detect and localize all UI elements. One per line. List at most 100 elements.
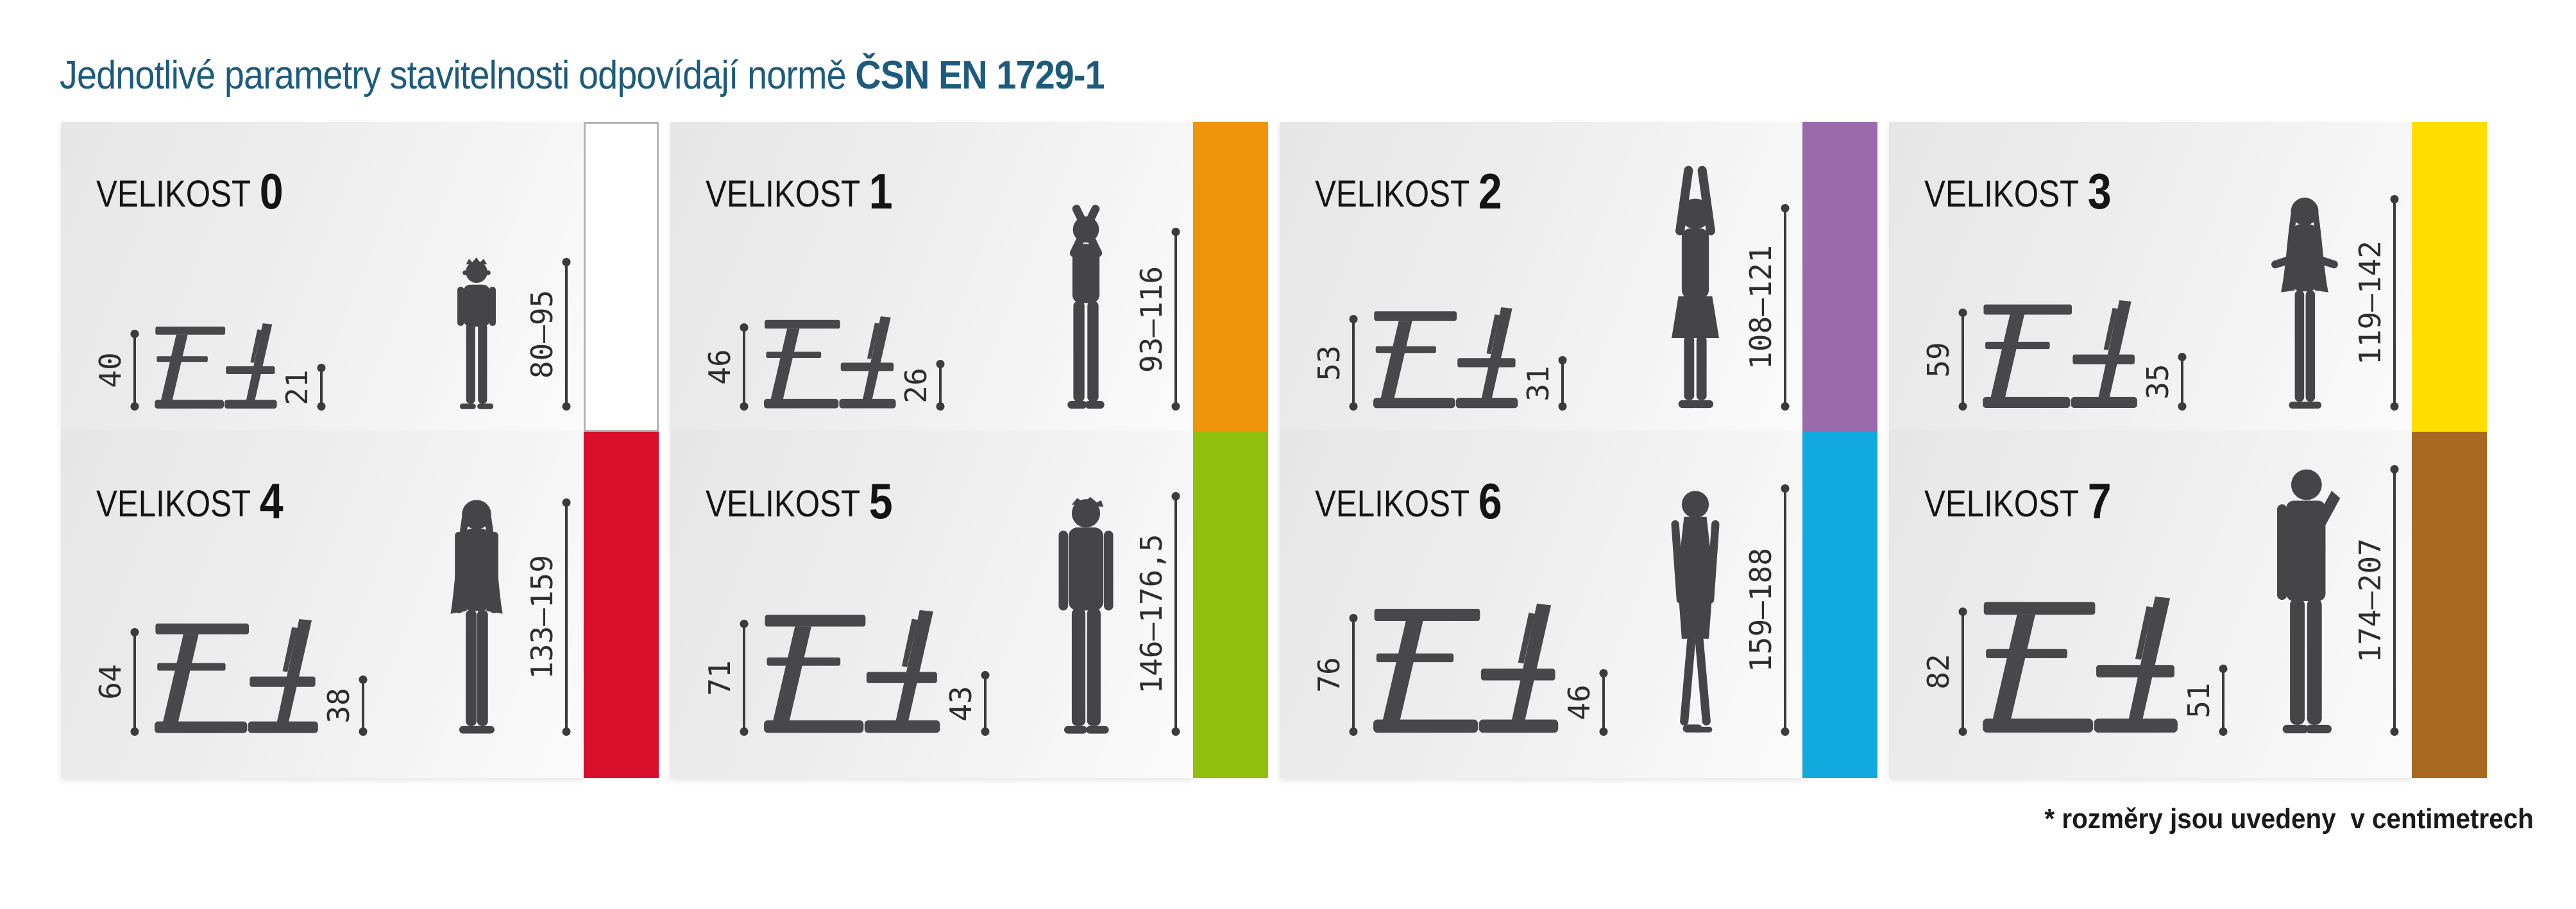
seat-height-value: 43: [944, 685, 978, 722]
dimension-line: [362, 680, 364, 731]
size-color-stripe: [584, 122, 659, 432]
units-footnote: * rozměry jsou uvedeny v centimetrech: [2044, 803, 2534, 835]
figure-area: 82 51 174–207: [1889, 432, 2412, 736]
desk-height-value: 40: [93, 352, 128, 388]
norm-code: ČSN EN 1729-1: [855, 53, 1105, 98]
dimension-line: [1962, 612, 1964, 731]
size-color-stripe: [1802, 122, 1877, 432]
size-word: VELIKOST: [706, 482, 861, 525]
size-color-stripe: [1193, 432, 1268, 778]
desk-height-value: 82: [1921, 654, 1956, 690]
size-word: VELIKOST: [96, 482, 251, 525]
size-number: 1: [869, 162, 893, 219]
panel-heading: VELIKOST 5: [706, 470, 893, 529]
dimension-line: [133, 334, 136, 406]
seat-height-value: 21: [280, 369, 314, 405]
seat-height-value: 26: [899, 367, 933, 404]
size-color-stripe: [2412, 432, 2487, 778]
desk-chair-icon: [1983, 300, 2140, 411]
dimension-line: [2181, 357, 2183, 406]
body-height-range: 108–121: [1743, 245, 1778, 370]
size-color-stripe: [584, 432, 659, 778]
seat-height-value: 31: [1521, 365, 1555, 402]
size-number: 2: [1478, 162, 1502, 219]
dimension-line: [1352, 618, 1355, 731]
body-height-range: 80–95: [525, 289, 559, 379]
dimension-line: [1784, 489, 1786, 731]
body-height-range: 119–142: [2353, 241, 2387, 365]
person-silhouette-girl-arms-up: [1639, 162, 1752, 411]
dimension-line: [1962, 313, 1964, 406]
size-word: VELIKOST: [1924, 173, 2080, 215]
panel-heading: VELIKOST 2: [1315, 160, 1502, 219]
seat-height-value: 46: [1562, 684, 1597, 720]
desk-chair-icon: [1373, 307, 1520, 411]
size-panel-velikost-3: VELIKOST 3 59 35 119–142: [1889, 122, 2487, 432]
body-height-range: 159–188: [1743, 548, 1778, 672]
dimension-line: [1352, 319, 1355, 406]
size-number: 4: [259, 472, 284, 529]
person-silhouette-teen-boy: [1031, 496, 1140, 736]
dimension-line: [2393, 200, 2396, 406]
page-title: Jednotlivé parametry stavitelnosti odpov…: [60, 53, 1105, 98]
person-silhouette-child-arms-raised: [1038, 198, 1135, 411]
desk-height-value: 64: [93, 664, 128, 700]
dimension-line: [1784, 208, 1786, 406]
dimension-line: [133, 633, 136, 731]
figure-area: 46 26 93–116: [670, 122, 1193, 411]
desk-height-value: 71: [702, 659, 737, 696]
figure-area: 53 31 108–121: [1280, 122, 1802, 411]
body-height-range: 133–159: [525, 555, 559, 679]
panel-heading: VELIKOST 3: [1924, 160, 2112, 219]
size-color-stripe: [1193, 122, 1268, 432]
panel-heading: VELIKOST 1: [706, 160, 893, 219]
dimension-line: [565, 262, 568, 406]
size-word: VELIKOST: [706, 173, 861, 215]
body-height-range: 174–207: [2353, 538, 2387, 663]
desk-chair-icon: [764, 610, 943, 736]
size-number: 3: [2087, 162, 2112, 219]
size-panel-velikost-2: VELIKOST 2 53 31 108–121: [1280, 122, 1877, 432]
size-panel-velikost-1: VELIKOST 1 46 26 93–116: [670, 122, 1268, 432]
dimension-line: [743, 328, 745, 406]
size-number: 7: [2087, 472, 2112, 529]
desk-height-value: 76: [1312, 657, 1346, 693]
panel-heading: VELIKOST 4: [96, 470, 284, 529]
size-panel-velikost-4: VELIKOST 4 64 38 133–159: [61, 432, 659, 778]
desk-chair-icon: [1373, 604, 1561, 736]
dimension-line: [1174, 232, 1177, 406]
page-title-text: Jednotlivé parametry stavitelnosti odpov…: [60, 53, 856, 98]
panel-heading: VELIKOST 7: [1924, 470, 2112, 529]
size-panel-velikost-0: VELIKOST 0 40 21 80–95: [61, 122, 659, 432]
dimension-line: [1561, 361, 1564, 406]
dimension-line: [743, 624, 745, 731]
size-panel-velikost-6: VELIKOST 6 76 46 159–188: [1280, 432, 1877, 778]
panel-background: [1280, 122, 1802, 432]
panel-heading: VELIKOST 0: [96, 160, 284, 219]
size-panel-velikost-7: VELIKOST 7 82 51 174–207: [1889, 432, 2487, 778]
seat-height-value: 35: [2140, 364, 2175, 400]
person-silhouette-standing-boy: [442, 257, 512, 411]
size-number: 0: [259, 162, 284, 219]
size-word: VELIKOST: [1315, 173, 1470, 215]
person-silhouette-girl-long-hair: [423, 497, 531, 736]
dimension-line: [2393, 470, 2396, 731]
dimension-line: [984, 675, 987, 731]
seat-height-value: 38: [321, 688, 356, 724]
figure-area: 76 46 159–188: [1280, 432, 1802, 736]
person-silhouette-girl-shrugging: [2255, 194, 2354, 411]
desk-height-value: 59: [1921, 341, 1956, 378]
dimension-line: [939, 364, 942, 406]
dimension-line: [565, 503, 568, 731]
dimension-line: [320, 368, 323, 406]
panel-heading: VELIKOST 6: [1315, 470, 1502, 529]
figure-area: 59 35 119–142: [1889, 122, 2412, 411]
body-height-range: 146–176,5: [1134, 534, 1169, 694]
person-silhouette-woman-standing: [1639, 488, 1752, 736]
desk-height-value: 53: [1312, 344, 1346, 381]
size-color-stripe: [2412, 122, 2487, 432]
person-silhouette-man-on-phone: [2244, 466, 2366, 736]
dimension-line: [1602, 674, 1605, 731]
desk-chair-icon: [155, 619, 321, 736]
